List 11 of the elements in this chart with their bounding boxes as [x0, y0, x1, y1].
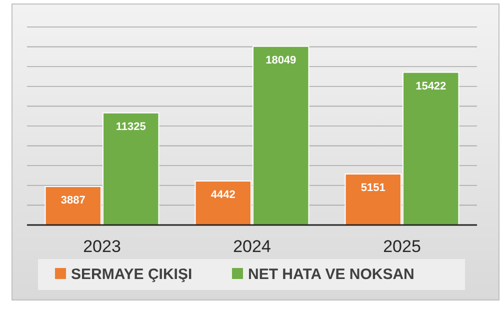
data-label: 15422 [416, 80, 446, 92]
data-label: 3887 [60, 194, 86, 207]
x-tick-label: 2025 [383, 237, 421, 256]
legend-label: SERMAYE ÇIKIŞI [71, 266, 192, 283]
data-label: 5151 [360, 182, 386, 194]
data-label: 11325 [116, 120, 146, 133]
data-label: 4442 [210, 189, 236, 202]
text: NET HATA VE NOKSAN [248, 266, 414, 283]
x-tick-label: 2024 [233, 237, 271, 256]
x-tick-label: 2023 [83, 237, 121, 256]
data-label: 18049 [266, 54, 296, 66]
